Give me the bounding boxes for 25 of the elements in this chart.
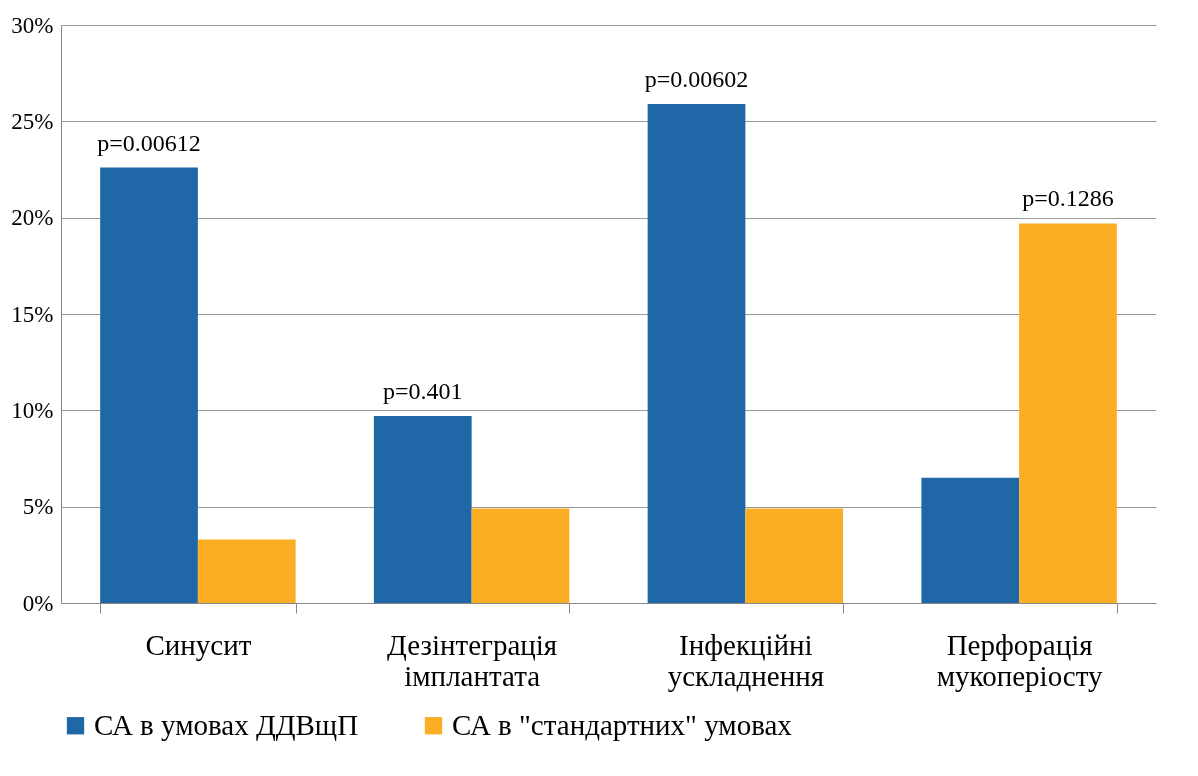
y-tick-label: 30% xyxy=(11,12,54,38)
y-tick-label: 25% xyxy=(11,108,54,134)
annotation: p=0.401 xyxy=(382,378,463,405)
y-tick-label: 5% xyxy=(22,494,54,520)
x-tick-label: Синусит xyxy=(145,628,252,661)
annotation: p=0.00612 xyxy=(97,129,201,156)
bar xyxy=(471,508,570,603)
y-tick-label: 15% xyxy=(11,301,54,327)
annotation: p=0.1286 xyxy=(1022,185,1114,212)
legend-label: СА в "стандартних" умовах xyxy=(452,708,793,741)
bar xyxy=(745,508,844,603)
bar xyxy=(1019,223,1117,603)
y-tick-label: 20% xyxy=(11,205,54,231)
x-tick-label: Дезінтеграція імплантата xyxy=(387,628,558,692)
bar xyxy=(921,477,1020,603)
bar xyxy=(647,103,746,603)
legend-label: СА в умовах ДДВщП xyxy=(94,708,359,741)
x-tick-label: Інфекційні ускладнення xyxy=(667,628,825,692)
annotation: p=0.00602 xyxy=(644,65,749,92)
y-tick-label: 0% xyxy=(22,590,54,616)
y-tick-label: 10% xyxy=(11,397,54,423)
bar xyxy=(100,167,198,603)
bar xyxy=(197,539,296,603)
bar xyxy=(373,416,472,603)
x-tick-label: Перфорація мукоперіосту xyxy=(936,628,1104,692)
